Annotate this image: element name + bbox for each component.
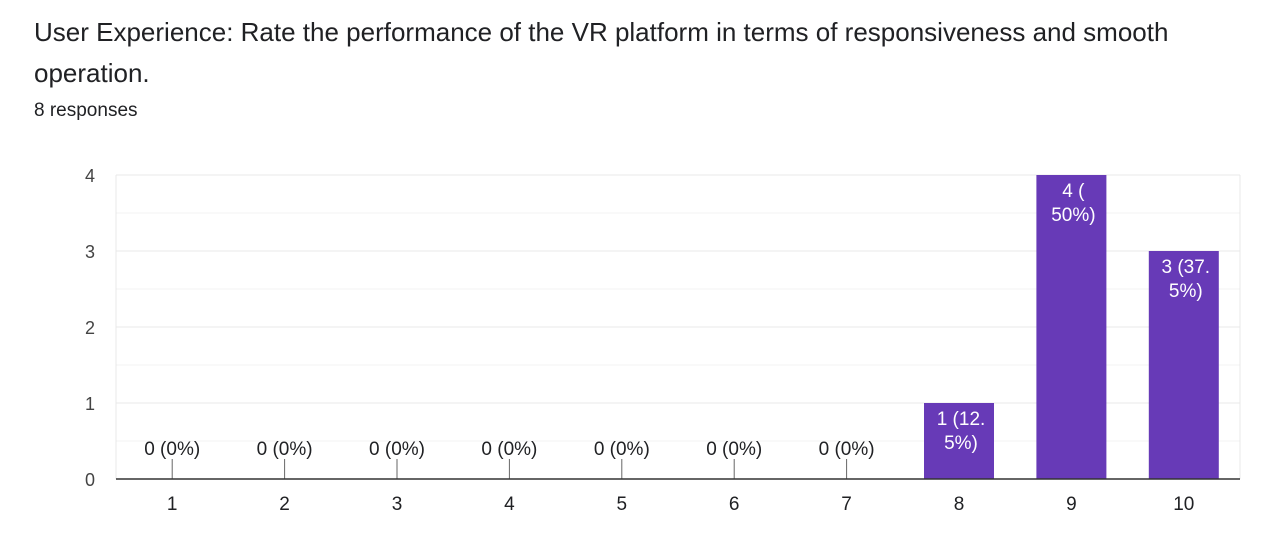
x-tick-label: 6 [729, 494, 740, 515]
x-axis-ticks: 1 2 3 4 5 6 7 8 9 10 [167, 494, 1194, 515]
bar-data-labels: 0 (0%) 0 (0%) 0 (0%) 0 (0%) 0 (0%) 0 (0%) 0 (0… [144, 181, 1210, 460]
bar [1036, 175, 1107, 479]
bar-data-label: 5%) [1169, 281, 1203, 302]
bar [924, 403, 994, 479]
x-tick-label: 4 [504, 494, 515, 515]
bar-data-label: 0 (0%) [594, 439, 650, 460]
y-tick-label: 3 [85, 242, 95, 262]
x-tick-label: 5 [617, 494, 628, 515]
x-tick-label: 7 [841, 494, 852, 515]
y-axis-ticks: 0 1 2 3 4 [85, 166, 95, 490]
bar-data-label: 0 (0%) [369, 439, 425, 460]
bar-data-label: 0 (0%) [144, 439, 200, 460]
bar-data-label: 3 (37. [1162, 257, 1211, 278]
bar-data-label: 1 (12. [937, 409, 986, 430]
bar-data-label: 0 (0%) [819, 439, 875, 460]
x-tick-label: 9 [1066, 494, 1077, 515]
x-tick-label: 10 [1173, 494, 1194, 515]
bar [1148, 251, 1219, 479]
bar-data-label: 50%) [1051, 205, 1095, 226]
x-tick-label: 1 [167, 494, 178, 515]
bar-data-label: 0 (0%) [706, 439, 762, 460]
bars [171, 175, 1219, 479]
x-tick-label: 2 [279, 494, 290, 515]
y-tick-label: 1 [85, 394, 95, 414]
bar-data-label: 0 (0%) [481, 439, 537, 460]
y-tick-label: 0 [85, 470, 95, 490]
bar-data-label: 0 (0%) [257, 439, 313, 460]
y-tick-label: 2 [85, 318, 95, 338]
x-tick-label: 8 [954, 494, 965, 515]
x-tick-label: 3 [392, 494, 403, 515]
question-title: User Experience: Rate the performance of… [34, 17, 1169, 88]
bar-data-label: 4 ( [1062, 181, 1085, 202]
response-count: 8 responses [34, 100, 138, 121]
y-tick-label: 4 [85, 166, 95, 186]
question-header: User Experience: Rate the performance of… [34, 12, 1254, 122]
bar-data-label: 5%) [944, 433, 978, 454]
